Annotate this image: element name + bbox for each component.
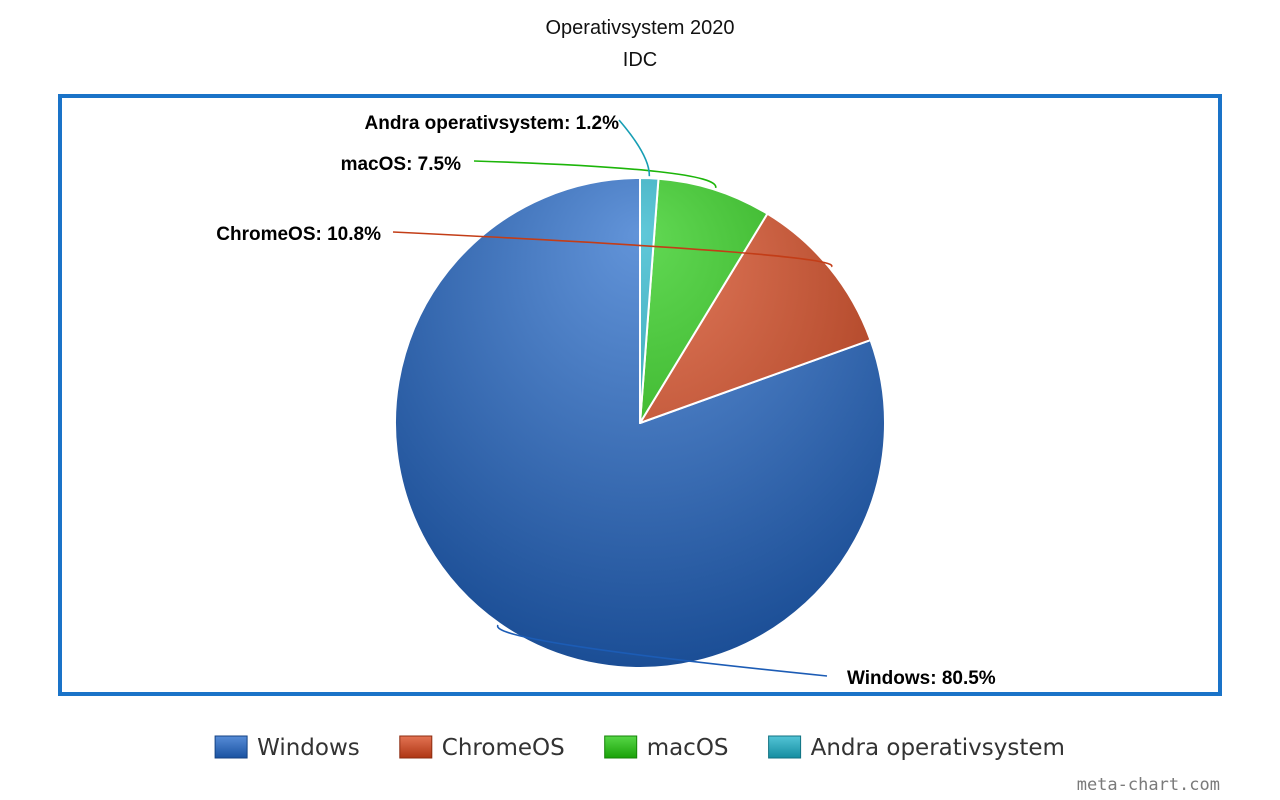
pie-slice-macos[interactable] (639, 177, 769, 424)
legend: Windows ChromeOS macOS Andra operativsystem (214, 735, 1065, 761)
legend-label-macos: macOS (647, 735, 729, 761)
legend-item-windows[interactable]: Windows (214, 735, 360, 761)
pie-slices (394, 177, 886, 669)
legend-swatch-chromeos (399, 735, 433, 759)
pie-slice-chromeos[interactable] (639, 212, 872, 424)
legend-item-andra-operativsystem[interactable]: Andra operativsystem (768, 735, 1065, 761)
legend-swatch-andra-operativsystem (768, 735, 802, 759)
leader-line-andra-operativsystem (618, 119, 651, 177)
slice-labels: Windows: 80.5% ChromeOS: 10.8% macOS: 7.5%… (216, 113, 996, 689)
chart-subtitle: IDC (623, 49, 657, 71)
legend-item-macos[interactable]: macOS (604, 735, 729, 761)
leader-line-chromeos (392, 231, 833, 268)
legend-label-windows: Windows (257, 735, 360, 761)
slice-label-andra-operativsystem: Andra operativsystem: 1.2% (365, 113, 620, 134)
chart-title: Operativsystem 2020 (546, 17, 735, 39)
leader-line-macos (473, 160, 717, 189)
pie-slice-andra-operativsystem[interactable] (639, 177, 660, 424)
label-leaders (392, 119, 833, 677)
slice-label-chromeos: ChromeOS: 10.8% (216, 224, 381, 245)
legend-item-chromeos[interactable]: ChromeOS (399, 735, 565, 761)
legend-label-andra-operativsystem: Andra operativsystem (811, 735, 1065, 761)
slice-label-macos: macOS: 7.5% (341, 154, 461, 175)
slice-label-windows: Windows: 80.5% (847, 668, 996, 689)
credit-text[interactable]: meta-chart.com (1077, 775, 1220, 795)
legend-swatch-macos (604, 735, 638, 759)
legend-label-chromeos: ChromeOS (442, 735, 565, 761)
leader-line-windows (496, 624, 828, 677)
legend-swatch-windows (214, 735, 248, 759)
